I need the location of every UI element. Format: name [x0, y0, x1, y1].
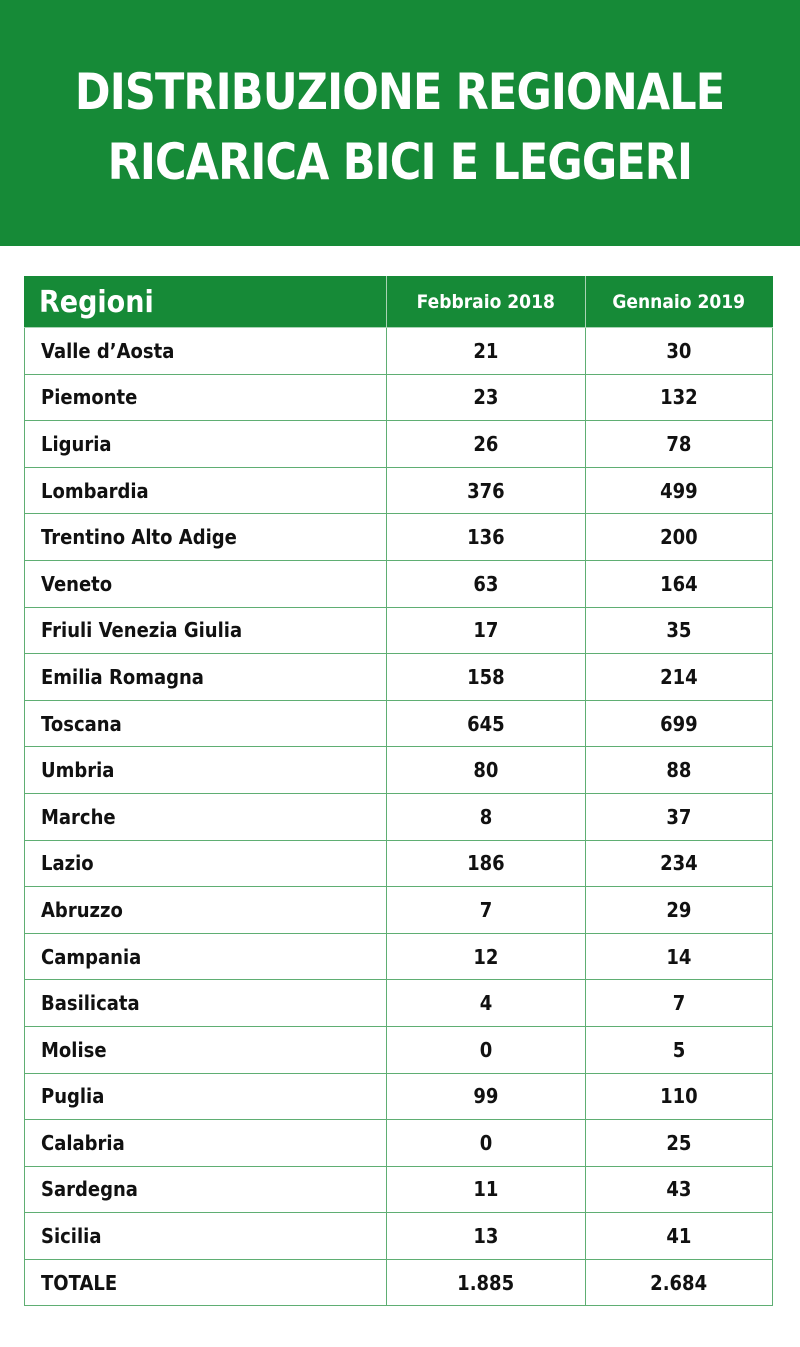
feb-2018-value: 0 — [386, 1025, 586, 1074]
table-row: Piemonte 23 132 — [24, 373, 773, 422]
header-regioni: Regioni — [24, 276, 387, 328]
feb-2018-value: 99 — [386, 1072, 586, 1121]
gen-2019-value: 43 — [585, 1165, 773, 1214]
region-name: Molise — [24, 1025, 387, 1074]
gen-2019-value: 30 — [585, 327, 773, 375]
gen-2019-value: 234 — [585, 839, 773, 888]
table-row: Veneto 63 164 — [24, 559, 773, 608]
region-name: Emilia Romagna — [24, 653, 387, 701]
feb-2018-value: 80 — [386, 746, 586, 794]
table-row: Molise 0 5 — [24, 1025, 773, 1074]
gen-2019-value: 35 — [585, 606, 773, 655]
feb-2018-value: 63 — [386, 559, 586, 608]
gen-2019-value: 88 — [585, 746, 773, 794]
header-gennaio-2019: Gennaio 2019 — [585, 276, 773, 328]
gen-2019-value: 164 — [585, 559, 773, 608]
region-name: Valle d’Aosta — [24, 327, 387, 375]
feb-2018-value: 8 — [386, 792, 586, 841]
table-row: Sardegna 11 43 — [24, 1165, 773, 1214]
gen-2019-value: 25 — [585, 1119, 773, 1167]
feb-2018-value: 21 — [386, 327, 586, 375]
region-name: Campania — [24, 932, 387, 981]
table-row: Basilicata 4 7 — [24, 979, 773, 1027]
region-name: Trentino Alto Adige — [24, 513, 387, 561]
table-row: Abruzzo 7 29 — [24, 886, 773, 934]
feb-2018-value: 376 — [386, 466, 586, 515]
region-name: Friuli Venezia Giulia — [24, 606, 387, 655]
gen-2019-value: 110 — [585, 1072, 773, 1121]
feb-2018-value: 7 — [386, 886, 586, 934]
region-name: Lazio — [24, 839, 387, 888]
region-name: Abruzzo — [24, 886, 387, 934]
table-row: Marche 8 37 — [24, 792, 773, 841]
gen-2019-value: 37 — [585, 792, 773, 841]
region-name: Sicilia — [24, 1212, 387, 1260]
feb-2018-value: 23 — [386, 373, 586, 422]
table-header-row: Regioni Febbraio 2018 Gennaio 2019 — [24, 276, 773, 328]
gen-2019-value: 14 — [585, 932, 773, 981]
gen-2019-value: 132 — [585, 373, 773, 422]
region-name: Lombardia — [24, 466, 387, 515]
table-row: Lombardia 376 499 — [24, 466, 773, 515]
total-feb-2018: 1.885 — [386, 1258, 586, 1307]
table-row: Campania 12 14 — [24, 932, 773, 981]
gen-2019-value: 7 — [585, 979, 773, 1027]
feb-2018-value: 11 — [386, 1165, 586, 1214]
gen-2019-value: 200 — [585, 513, 773, 561]
title-line-1: DISTRIBUZIONE REGIONALE — [75, 63, 725, 121]
region-name: Sardegna — [24, 1165, 387, 1214]
feb-2018-value: 0 — [386, 1119, 586, 1167]
feb-2018-value: 17 — [386, 606, 586, 655]
region-name: Piemonte — [24, 373, 387, 422]
regional-distribution-table: Regioni Febbraio 2018 Gennaio 2019 Valle… — [24, 276, 773, 1307]
gen-2019-value: 5 — [585, 1025, 773, 1074]
table-row: Liguria 26 78 — [24, 420, 773, 468]
region-name: Liguria — [24, 420, 387, 468]
feb-2018-value: 645 — [386, 699, 586, 748]
feb-2018-value: 136 — [386, 513, 586, 561]
feb-2018-value: 12 — [386, 932, 586, 981]
region-name: Calabria — [24, 1119, 387, 1167]
region-name: Marche — [24, 792, 387, 841]
table-row: Calabria 0 25 — [24, 1119, 773, 1167]
gen-2019-value: 78 — [585, 420, 773, 468]
region-name: Basilicata — [24, 979, 387, 1027]
table-row: Sicilia 13 41 — [24, 1212, 773, 1260]
gen-2019-value: 699 — [585, 699, 773, 748]
gen-2019-value: 41 — [585, 1212, 773, 1260]
gen-2019-value: 214 — [585, 653, 773, 701]
feb-2018-value: 158 — [386, 653, 586, 701]
region-name: Veneto — [24, 559, 387, 608]
region-name: Puglia — [24, 1072, 387, 1121]
table-row: Friuli Venezia Giulia 17 35 — [24, 606, 773, 655]
total-gen-2019: 2.684 — [585, 1258, 773, 1307]
region-name: Toscana — [24, 699, 387, 748]
table-row: Puglia 99 110 — [24, 1072, 773, 1121]
gen-2019-value: 29 — [585, 886, 773, 934]
title-banner: DISTRIBUZIONE REGIONALE RICARICA BICI E … — [0, 0, 800, 246]
table-row: Lazio 186 234 — [24, 839, 773, 888]
table-row: Trentino Alto Adige 136 200 — [24, 513, 773, 561]
total-label: TOTALE — [24, 1258, 387, 1307]
table-row: Umbria 80 88 — [24, 746, 773, 794]
feb-2018-value: 4 — [386, 979, 586, 1027]
title-line-2: RICARICA BICI E LEGGERI — [107, 133, 693, 191]
header-febbraio-2018: Febbraio 2018 — [386, 276, 586, 328]
gen-2019-value: 499 — [585, 466, 773, 515]
region-name: Umbria — [24, 746, 387, 794]
feb-2018-value: 13 — [386, 1212, 586, 1260]
total-row: TOTALE 1.885 2.684 — [24, 1258, 773, 1307]
feb-2018-value: 186 — [386, 839, 586, 888]
table-row: Emilia Romagna 158 214 — [24, 653, 773, 701]
table-row: Valle d’Aosta 21 30 — [24, 327, 773, 375]
feb-2018-value: 26 — [386, 420, 586, 468]
table-row: Toscana 645 699 — [24, 699, 773, 748]
